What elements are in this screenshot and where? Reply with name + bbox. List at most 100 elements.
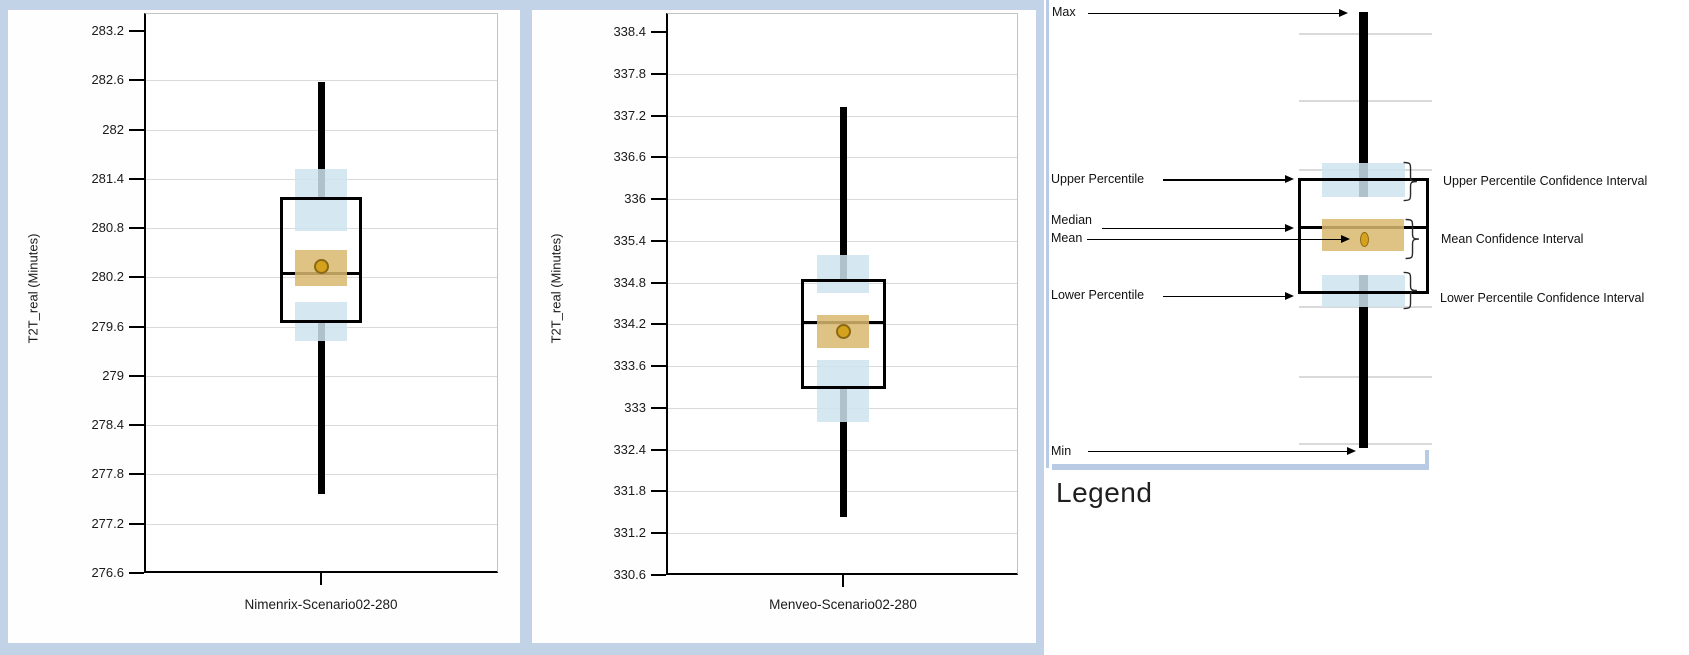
y-tick [651,532,666,535]
y-tick-label: 338.4 [613,24,646,39]
y-tick [651,281,666,284]
y-tick-label: 337.2 [613,107,646,123]
upper-percentile-ci-band [817,255,869,294]
y-gridline [668,533,1017,535]
percentile-box [280,196,362,324]
legend-frame-corner [1425,450,1429,466]
y-tick-label: 279 [102,367,124,383]
y-tick-label: 337.8 [613,65,646,81]
min-arrow [1088,450,1347,452]
median-label: Median [1051,213,1092,227]
y-tick [129,424,144,427]
y-tick [129,374,144,377]
y-tick [651,490,666,493]
max-label: Max [1052,5,1076,19]
y-tick-label: 332.4 [613,441,646,457]
y-tick-label: 282 [102,121,124,137]
y-tick [651,448,666,451]
y-tick-label: 278.4 [91,417,124,433]
legend-whisker-bottom [1359,275,1368,448]
y-tick-label: 333 [624,399,646,415]
y-tick [651,31,666,33]
y-tick [651,198,666,201]
y-axis-title: T2T_real (Minutes) [25,233,41,344]
whisker-top [317,81,325,197]
y-tick-label: 277.2 [91,515,124,531]
legend-title: Legend [1056,477,1153,508]
y-tick-label: 282.6 [91,72,124,88]
y-tick [129,572,144,574]
y-tick [651,323,666,326]
min-label: Min [1051,444,1072,458]
y-gridline [146,80,497,82]
upper-percentile-arrow [1163,179,1285,181]
x-category-tick [842,575,844,587]
whisker-top [839,107,847,280]
y-tick-label: 334.8 [613,274,646,290]
min-arrow-head [1347,446,1356,455]
y-tick [129,128,144,131]
mean-marker [835,323,851,339]
median-arrow [1102,227,1285,229]
mean-ci-brace [1404,219,1420,259]
lower-percentile-label: Lower Percentile [1051,288,1145,302]
x-category-label: Menveo-Scenario02-280 [769,597,917,612]
y-gridline [146,523,497,525]
y-tick [651,72,666,75]
legend-mean-marker [1360,232,1369,247]
mean-ci-label: Mean Confidence Interval [1441,232,1584,246]
y-tick [129,473,144,476]
y-tick [129,79,144,82]
y-tick [129,325,144,328]
y-tick [651,406,666,409]
whisker-bottom [317,323,325,495]
mean-arrow [1087,238,1341,240]
y-tick [129,30,144,32]
y-axis-title: T2T_real (Minutes) [548,233,564,344]
legend-box [1298,178,1429,294]
y-tick-label: 330.6 [613,567,646,582]
y-tick-label: 336.6 [613,149,646,165]
upper-percentile-ci-label: Upper Percentile Confidence Interval [1443,174,1648,188]
y-tick [651,239,666,242]
lower-percentile-ci-label: Lower Percentile Confidence Interval [1440,291,1645,305]
lower-percentile-ci-band [817,359,869,422]
x-category-tick [320,573,322,585]
max-arrow-head [1339,8,1348,17]
max-arrow [1088,12,1339,14]
legend-frame-left [1046,0,1049,468]
y-tick [651,574,666,576]
upper-percentile-label: Upper Percentile [1051,172,1145,186]
y-tick [129,227,144,230]
legend-frame-bottom [1052,464,1429,470]
y-tick-label: 277.8 [91,466,124,482]
y-tick [651,114,666,117]
y-tick-label: 280.2 [91,269,124,285]
y-tick-label: 280.8 [91,220,124,236]
y-tick-label: 279.6 [91,318,124,334]
y-tick [129,522,144,525]
y-tick-label: 334.2 [613,316,646,332]
mean-arrow-head [1341,234,1350,243]
y-tick-label: 281.4 [91,170,124,186]
y-gridline [668,73,1017,75]
y-tick [129,177,144,180]
y-tick [651,365,666,368]
y-tick-label: 331.2 [613,525,646,541]
y-tick [651,156,666,159]
lower-percentile-arrow-head [1285,291,1294,300]
y-tick-label: 283.2 [91,23,124,38]
y-tick-label: 331.8 [613,483,646,499]
whisker-bottom [839,389,847,518]
lower-ci-brace [1402,272,1418,309]
upper-ci-brace [1402,162,1418,201]
lower-percentile-arrow [1163,295,1285,297]
y-tick-label: 276.6 [91,565,124,580]
y-tick-label: 333.6 [613,358,646,374]
upper-percentile-ci-band [295,168,347,232]
upper-percentile-arrow-head [1285,175,1294,183]
mean-marker [313,259,329,275]
x-category-label: Nimenrix-Scenario02-280 [244,597,398,612]
